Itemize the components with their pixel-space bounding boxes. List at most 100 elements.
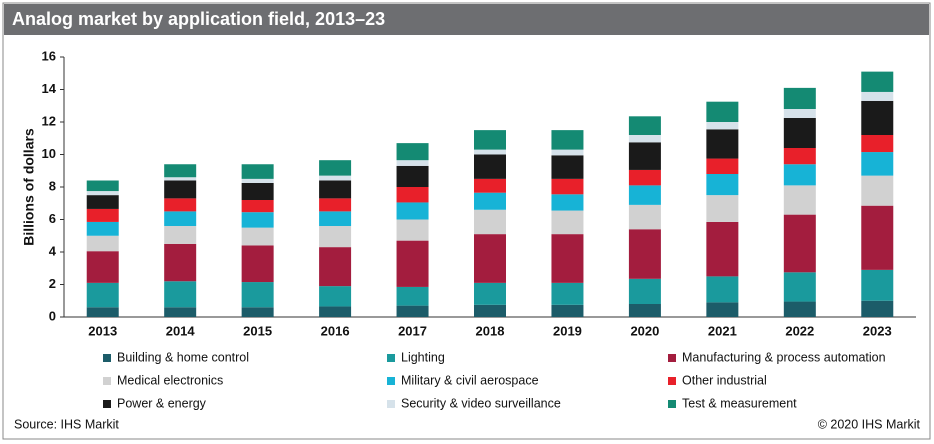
bar-segment — [861, 175, 894, 206]
bar-segment — [474, 282, 506, 305]
bar-segment — [319, 211, 352, 226]
bar-segment — [396, 143, 429, 161]
legend-swatch — [103, 400, 111, 408]
bar-segment — [319, 160, 352, 176]
legend-swatch — [387, 400, 395, 408]
bar-segment — [396, 305, 429, 317]
bar-segment — [706, 174, 739, 196]
bar-segment — [706, 101, 739, 122]
bar-segment — [164, 177, 197, 181]
y-tick-label: 4 — [49, 243, 57, 258]
bar-segment — [783, 301, 816, 317]
y-tick-label: 12 — [42, 113, 56, 128]
source: Source: IHS Markit — [14, 417, 119, 431]
bar-segment — [551, 234, 584, 283]
bar-segment — [861, 152, 894, 176]
bar-segment — [628, 229, 661, 279]
bar-segment — [86, 208, 119, 222]
x-tick-label: 2018 — [476, 323, 505, 338]
bar-segment — [164, 211, 197, 226]
x-tick-label: 2013 — [88, 323, 117, 338]
bar-segment — [628, 169, 661, 186]
bar-segment — [86, 191, 119, 196]
bar-segment — [706, 221, 739, 277]
legend-swatch — [103, 377, 111, 385]
bar-segment — [164, 198, 197, 212]
legend-label: Medical electronics — [117, 373, 223, 387]
bar-segment — [86, 221, 119, 236]
bar-segment — [164, 307, 197, 317]
bar-segment — [551, 304, 584, 317]
bar-segment — [396, 187, 429, 203]
bar-segment — [241, 178, 274, 183]
bar-segment — [706, 158, 739, 174]
y-tick-label: 10 — [42, 146, 56, 161]
bar-segment — [474, 192, 506, 210]
bar-segment — [319, 226, 352, 248]
bar-segment — [241, 164, 274, 179]
bar-segment — [783, 272, 816, 302]
legend-swatch — [387, 377, 395, 385]
bar-segment — [783, 214, 816, 273]
bar-segment — [396, 240, 429, 287]
x-tick-label: 2015 — [243, 323, 272, 338]
bar-segment — [861, 205, 894, 270]
x-tick-label: 2020 — [630, 323, 659, 338]
x-tick-label: 2019 — [553, 323, 582, 338]
title-bar — [4, 4, 929, 35]
legend-label: Other industrial — [682, 373, 767, 387]
bar-segment — [164, 180, 197, 199]
bar-segment — [783, 185, 816, 215]
chart-title: Analog market by application field, 2013… — [12, 9, 385, 29]
bar-segment — [396, 202, 429, 220]
bar-segment — [241, 245, 274, 283]
bar-segment — [474, 209, 506, 235]
y-tick-label: 8 — [49, 178, 56, 193]
bar-segment — [706, 122, 739, 130]
legend-swatch — [387, 354, 395, 362]
bar-segment — [474, 154, 506, 179]
bar-segment — [861, 300, 894, 317]
bar-segment — [86, 282, 119, 308]
y-tick-label: 14 — [42, 81, 57, 96]
bar-segment — [319, 286, 352, 307]
bar-segment — [241, 200, 274, 213]
x-tick-label: 2022 — [785, 323, 814, 338]
x-tick-label: 2016 — [321, 323, 350, 338]
bar-segment — [783, 164, 816, 186]
bar-segment — [861, 71, 894, 92]
bar-segment — [551, 178, 584, 195]
bar-segment — [396, 165, 429, 187]
bar-segment — [164, 164, 197, 178]
legend-label: Manufacturing & process automation — [682, 350, 886, 364]
bar-segment — [628, 116, 661, 135]
bar-segment — [706, 195, 739, 222]
bar-segment — [241, 227, 274, 246]
bar-segment — [861, 135, 894, 153]
x-tick-label: 2021 — [708, 323, 737, 338]
bar-segment — [164, 281, 197, 308]
x-tick-label: 2014 — [166, 323, 196, 338]
bar-segment — [396, 160, 429, 166]
legend-label: Military & civil aerospace — [401, 373, 539, 387]
bar-segment — [164, 243, 197, 282]
bar-segment — [86, 251, 119, 283]
bar-segment — [474, 234, 506, 283]
bar-segment — [86, 180, 119, 192]
bar-segment — [396, 286, 429, 306]
x-tick-label: 2023 — [863, 323, 892, 338]
bar-segment — [551, 194, 584, 211]
bar-segment — [628, 185, 661, 205]
bar-segment — [396, 219, 429, 241]
bar-segment — [241, 212, 274, 228]
bar-segment — [628, 135, 661, 143]
x-tick-label: 2017 — [398, 323, 427, 338]
legend-label: Lighting — [401, 350, 445, 364]
bar-segment — [861, 100, 894, 135]
bar-segment — [241, 182, 274, 200]
bar-segment — [319, 175, 352, 181]
bar-segment — [628, 142, 661, 170]
bar-segment — [474, 149, 506, 155]
bar-segment — [474, 304, 506, 317]
